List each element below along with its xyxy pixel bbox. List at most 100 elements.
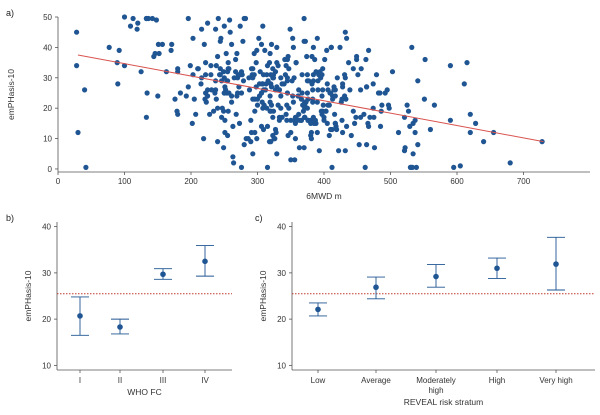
x-tick-label: 0: [56, 177, 61, 186]
x-tick-label: High: [489, 376, 505, 385]
scatter-point: [299, 72, 305, 78]
scatter-point: [272, 69, 279, 75]
scatter-point: [168, 47, 174, 54]
x-tick-label: 600: [450, 177, 464, 186]
scatter-point: [451, 164, 457, 170]
scatter-point: [285, 53, 291, 60]
scatter-point: [318, 108, 324, 114]
scatter-point: [175, 66, 181, 72]
scatter-point: [227, 17, 233, 23]
scatter-point: [314, 129, 320, 136]
scatter-point: [189, 120, 195, 126]
scatter-point: [298, 117, 304, 123]
scatter-point: [241, 142, 247, 148]
scatter-point: [319, 93, 325, 99]
scatter-point: [226, 90, 232, 96]
scatter-point: [334, 75, 340, 81]
x-tick-label: Very high: [539, 376, 572, 385]
scatter-point: [283, 111, 289, 117]
scatter-point: [355, 72, 361, 78]
scatter-point: [473, 120, 479, 126]
y-tick-label: 0: [48, 165, 53, 174]
scatter-point: [221, 108, 227, 114]
scatter-point: [215, 15, 221, 22]
scatter-point: [412, 129, 418, 136]
scatter-point: [265, 78, 271, 84]
scatter-point: [240, 38, 246, 44]
scatter-point: [274, 44, 280, 51]
scatter-point: [225, 108, 231, 114]
scatter-point: [238, 164, 245, 170]
mean-point: [117, 324, 123, 330]
scatter-point: [238, 69, 245, 75]
scatter-point: [407, 164, 413, 170]
scatter-point: [221, 90, 227, 96]
scatter-point: [290, 35, 296, 41]
scatter-point: [340, 129, 346, 136]
scatter-point: [312, 56, 318, 63]
scatter-point: [225, 132, 231, 139]
scatter-point: [395, 129, 402, 136]
scatter-point: [121, 14, 128, 20]
scatter-point: [240, 78, 247, 84]
scatter-point: [251, 72, 257, 78]
scatter-point: [320, 87, 326, 93]
scatter-point: [205, 87, 211, 93]
scatter-point: [223, 50, 229, 57]
scatter-point: [217, 72, 223, 78]
scatter-point: [213, 96, 219, 102]
x-tick-label: Moderately: [416, 376, 456, 385]
scatter-point: [289, 78, 295, 84]
scatter-point: [268, 41, 275, 48]
mean-point: [373, 284, 379, 291]
scatter-point: [155, 41, 161, 48]
scatter-point: [130, 15, 136, 22]
scatter-point: [415, 78, 421, 84]
scatter-point: [256, 81, 263, 87]
scatter-point: [292, 114, 298, 120]
scatter-point: [305, 117, 311, 123]
y-tick-label: 10: [43, 135, 52, 144]
scatter-point: [213, 63, 219, 69]
scatter-point: [447, 117, 453, 123]
scatter-point: [296, 87, 302, 93]
x-tick-label: 100: [118, 177, 132, 186]
scatter-point: [233, 56, 239, 63]
scatter-point: [227, 29, 233, 35]
scatter-point: [230, 154, 236, 160]
scatter-point: [276, 87, 282, 93]
scatter-point: [82, 87, 88, 93]
scatter-point: [268, 108, 274, 114]
scatter-point: [371, 145, 378, 151]
scatter-point: [115, 81, 121, 87]
scatter-point: [246, 87, 253, 93]
scatter-point: [427, 126, 433, 133]
scatter-point: [344, 123, 350, 129]
scatter-point: [127, 23, 134, 29]
scatter-point: [361, 111, 367, 117]
scatter-point: [198, 81, 204, 87]
scatter-point: [342, 148, 348, 154]
scatter-point: [233, 111, 239, 117]
scatter-point: [143, 114, 149, 120]
scatter-point: [379, 102, 385, 108]
scatter-point: [234, 50, 240, 57]
scatter-point: [421, 96, 427, 102]
scatter-point: [253, 60, 259, 66]
scatter-point: [354, 53, 360, 60]
scatter-point: [353, 114, 359, 120]
scatter-point: [346, 60, 352, 66]
scatter-point: [234, 93, 240, 99]
scatter-point: [365, 120, 371, 126]
scatter-point: [342, 29, 348, 35]
scatter-point: [276, 117, 282, 123]
scatter-point: [404, 102, 410, 108]
scatter-point: [314, 99, 320, 105]
scatter-point: [301, 145, 307, 151]
scatter-point: [190, 35, 196, 41]
scatter-point: [256, 93, 263, 99]
x-tick-label: 400: [317, 177, 331, 186]
scatter-point: [221, 69, 227, 75]
scatter-point: [287, 26, 293, 32]
